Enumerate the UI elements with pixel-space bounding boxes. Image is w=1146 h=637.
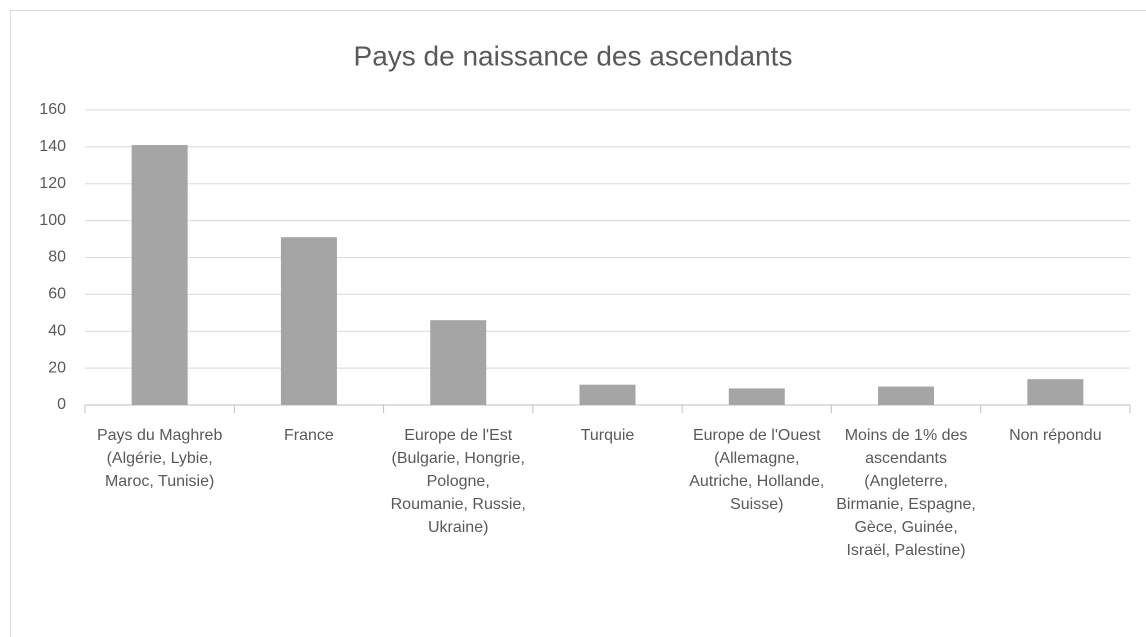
y-tick-label: 120	[39, 175, 66, 192]
x-tick-label: Moins de 1% des ascendants (Angleterre, …	[836, 427, 976, 559]
chart-title: Pays de naissance des ascendants	[354, 40, 793, 71]
y-tick-label: 80	[48, 249, 66, 266]
y-tick-label: 0	[57, 396, 66, 413]
y-tick-label: 40	[48, 322, 66, 339]
bar	[579, 384, 636, 405]
x-tick-label: Europe de l'Est (Bulgarie, Hongrie, Polo…	[390, 427, 526, 536]
x-tick-label: Europe de l'Ouest (Allemagne, Autriche, …	[689, 427, 825, 513]
bar	[878, 386, 935, 405]
x-tick-label: France	[284, 427, 334, 444]
x-tick-label: Pays du Maghreb (Algérie, Lybie, Maroc, …	[96, 427, 223, 490]
chart-border	[10, 10, 1146, 637]
x-tick-label: Non répondu	[1009, 427, 1102, 444]
bar	[728, 388, 785, 405]
bar	[430, 320, 487, 405]
y-tick-label: 160	[39, 101, 66, 118]
y-tick-label: 100	[39, 212, 66, 229]
bar	[1027, 379, 1084, 405]
y-tick-label: 60	[48, 286, 66, 303]
y-tick-label: 20	[48, 359, 66, 376]
y-tick-label: 140	[39, 138, 66, 155]
bar	[280, 237, 337, 405]
bar	[131, 145, 188, 405]
x-tick-label: Turquie	[580, 427, 635, 444]
